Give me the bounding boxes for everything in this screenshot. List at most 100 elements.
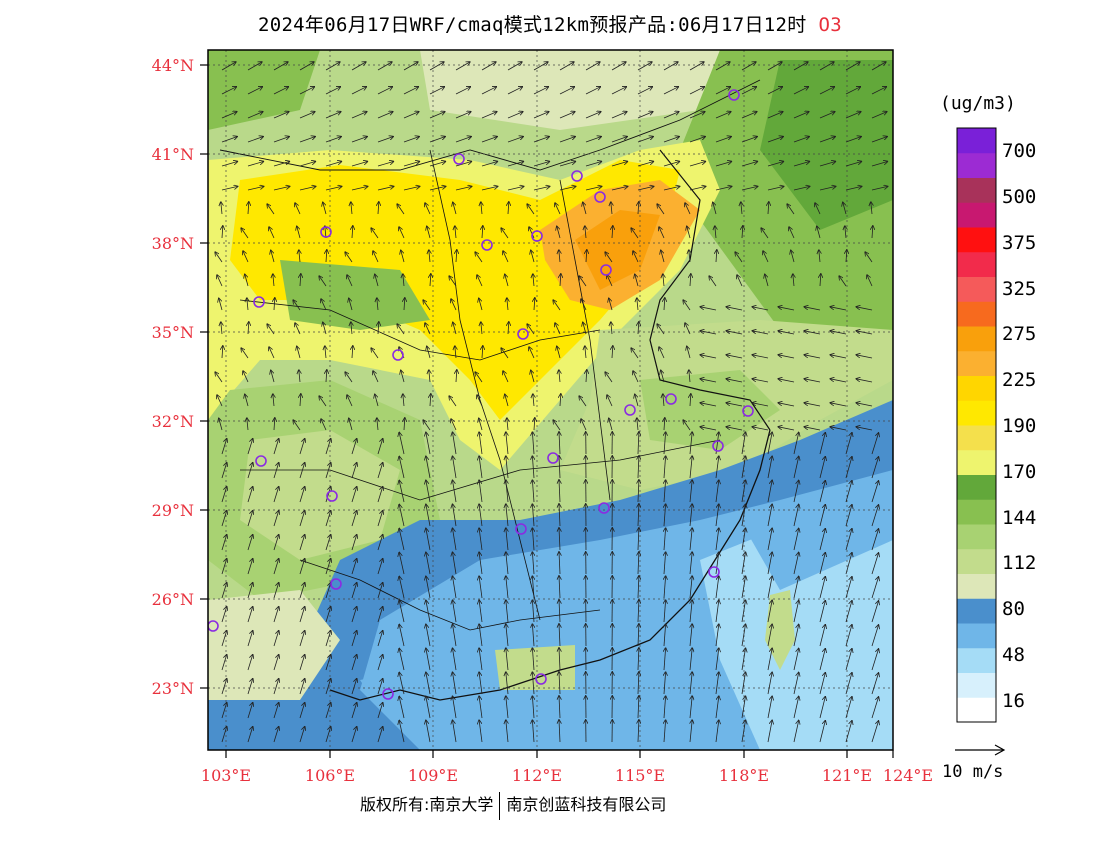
wind-vector — [247, 463, 253, 479]
wind-vector — [325, 162, 341, 167]
wind-vector — [351, 607, 357, 623]
wind-vector — [377, 112, 393, 119]
wind-vector — [793, 553, 799, 575]
wind-vector — [221, 162, 237, 167]
wind-vector — [247, 298, 248, 311]
wind-vector — [221, 511, 227, 527]
wind-vector — [351, 559, 357, 575]
wind-vector — [559, 250, 560, 263]
wind-vector — [377, 703, 383, 719]
wind-vector — [585, 346, 586, 359]
wind-vector — [663, 394, 664, 407]
wind-vector — [219, 418, 223, 431]
wind-vector — [767, 112, 783, 119]
wind-vector — [507, 298, 508, 311]
wind-vector — [351, 439, 357, 455]
wind-vector — [397, 204, 405, 215]
wind-vector — [664, 576, 666, 599]
wind-vector — [532, 552, 534, 575]
wind-vector — [243, 371, 249, 383]
wind-vector — [804, 331, 821, 335]
wind-vector — [399, 227, 405, 239]
wind-vector — [347, 275, 353, 287]
wind-vector — [819, 673, 825, 695]
wind-vector — [426, 480, 431, 503]
wind-vector — [793, 274, 794, 287]
wind-vector — [247, 418, 248, 431]
wind-vector — [793, 601, 799, 623]
copyright-right: 南京创蓝科技有限公司 — [506, 795, 667, 814]
wind-vector — [793, 62, 808, 71]
wind-vector — [377, 727, 383, 743]
wind-vector — [351, 112, 367, 119]
wind-vector — [611, 87, 626, 95]
wind-vector — [299, 162, 315, 167]
wind-vector — [553, 420, 561, 431]
wind-vector — [371, 228, 379, 239]
wind-vector — [456, 370, 457, 383]
legend-label-700: 700 — [1002, 140, 1037, 162]
wind-vector — [377, 137, 393, 143]
wind-vector — [638, 648, 639, 671]
wind-vector — [269, 227, 275, 239]
wind-vector — [637, 137, 653, 143]
wind-vector — [453, 672, 457, 695]
wind-vector — [507, 112, 523, 119]
wind-vector — [741, 137, 757, 143]
wind-vector — [404, 298, 405, 311]
wind-vector — [293, 420, 301, 431]
wind-vector — [321, 419, 327, 431]
wind-vector — [273, 727, 279, 743]
wind-vector — [451, 299, 457, 311]
wind-vector — [586, 370, 587, 383]
color-bar-segment — [957, 251, 996, 277]
wind-vector — [871, 87, 886, 95]
legend-label-48: 48 — [1002, 644, 1025, 666]
wind-vector — [664, 528, 666, 551]
wind-vector — [403, 137, 419, 143]
wind-vector — [867, 275, 873, 287]
wind-vector — [559, 528, 560, 551]
wind-vector — [221, 631, 227, 647]
wind-vector — [377, 583, 383, 599]
wind-vector — [856, 427, 873, 431]
wind-vector — [507, 137, 523, 143]
wind-vector — [637, 418, 638, 431]
wind-vector — [527, 204, 535, 215]
wind-vector — [299, 511, 305, 527]
wind-vector — [351, 487, 357, 503]
wind-vector — [793, 433, 799, 455]
wind-vector — [430, 274, 431, 287]
wind-vector — [397, 324, 405, 335]
wind-vector — [659, 227, 665, 239]
wind-vector — [533, 274, 534, 287]
wind-vector — [845, 649, 852, 671]
wind-vector — [845, 721, 852, 743]
lat-label-26: 26°N — [151, 590, 194, 609]
legend-label-144: 144 — [1002, 507, 1037, 529]
wind-vector — [663, 274, 664, 287]
wind-vector — [399, 673, 405, 695]
color-bar-segment — [957, 548, 996, 574]
wind-vector — [715, 672, 719, 695]
wind-vector — [325, 535, 331, 551]
wind-vector — [506, 480, 508, 503]
wind-vector — [559, 576, 560, 599]
wind-vector — [403, 112, 419, 119]
wind-vector — [579, 276, 587, 287]
wind-vector — [323, 322, 327, 335]
wind-vector — [378, 202, 379, 215]
wind-vector — [761, 228, 769, 239]
wind-vector — [559, 600, 560, 623]
wind-vector — [637, 62, 652, 71]
wind-vector — [793, 457, 799, 479]
wind-vector — [222, 226, 223, 239]
wind-vector — [689, 250, 690, 263]
wind-vector — [399, 625, 405, 647]
axis-ticks — [200, 64, 894, 758]
wind-vector — [726, 427, 743, 431]
wind-vector — [325, 463, 331, 479]
wind-vector — [843, 202, 847, 215]
wind-vector — [429, 370, 430, 383]
map-title: 2024年06月17日WRF/cmaq模式12km预报产品:06月17日12时 O… — [0, 10, 1100, 37]
